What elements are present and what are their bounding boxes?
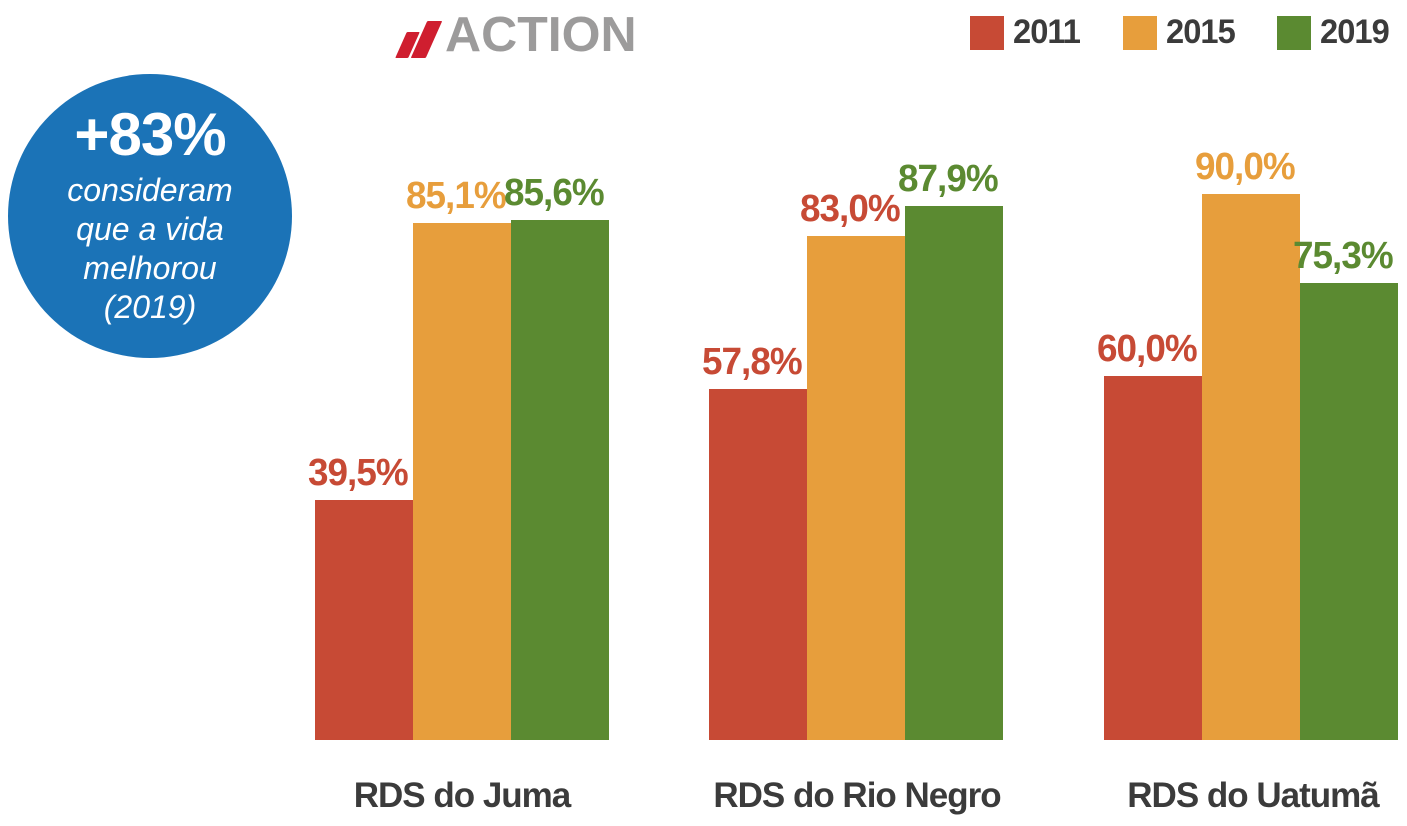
legend-label: 2011 [1013,13,1081,51]
value-label-2019-rds-do-uatum: 75,3% [1293,235,1394,277]
highlight-badge: +83% consideram que a vida melhorou (201… [8,74,292,358]
legend-label: 2015 [1165,13,1236,51]
legend-swatch-2015 [1122,15,1157,50]
value-label-2011-rds-do-uatum: 60,0% [1097,328,1198,370]
value-label-2011-rds-do-rio-negro: 57,8% [702,341,803,383]
bar-2015-rds-do-rio-negro [807,236,905,740]
logo-text: ACTION [445,7,637,62]
legend-swatch-2011 [970,15,1004,50]
category-label-rds-do-juma: RDS do Juma [353,776,572,815]
category-label-rds-do-rio-negro: RDS do Rio Negro [713,776,1001,815]
bar-2019-rds-do-uatum [1300,283,1398,740]
action-logo: ACTION [395,8,637,59]
value-label-2015-rds-do-rio-negro: 83,0% [800,188,901,230]
legend-item-2015: 2015 [1122,13,1238,52]
legend-swatch-2019 [1277,15,1312,50]
badge-line: (2019) [103,289,197,326]
bar-2011-rds-do-uatum [1104,376,1202,740]
chart-legend: 2011 2015 2019 [970,13,1392,52]
bar-2019-rds-do-juma [511,220,609,740]
value-label-2019-rds-do-juma: 85,6% [504,172,605,214]
legend-item-2011: 2011 [970,13,1083,52]
badge-line: consideram [67,171,233,208]
value-label-2019-rds-do-rio-negro: 87,9% [898,158,999,200]
badge-line: melhorou [83,250,217,286]
bar-2019-rds-do-rio-negro [905,206,1003,740]
bar-2011-rds-do-rio-negro [709,389,807,740]
badge-headline: +83% [74,100,226,168]
category-label-rds-do-uatum: RDS do Uatumã [1127,776,1379,815]
value-label-2015-rds-do-uatum: 90,0% [1195,146,1296,188]
badge-line: que a vida [76,210,224,247]
bar-2015-rds-do-uatum [1202,194,1300,740]
value-label-2011-rds-do-juma: 39,5% [308,452,409,494]
bar-2015-rds-do-juma [413,223,511,740]
legend-item-2019: 2019 [1277,13,1392,52]
legend-label: 2019 [1320,13,1390,51]
bar-2011-rds-do-juma [315,500,413,740]
value-label-2015-rds-do-juma: 85,1% [406,175,507,217]
